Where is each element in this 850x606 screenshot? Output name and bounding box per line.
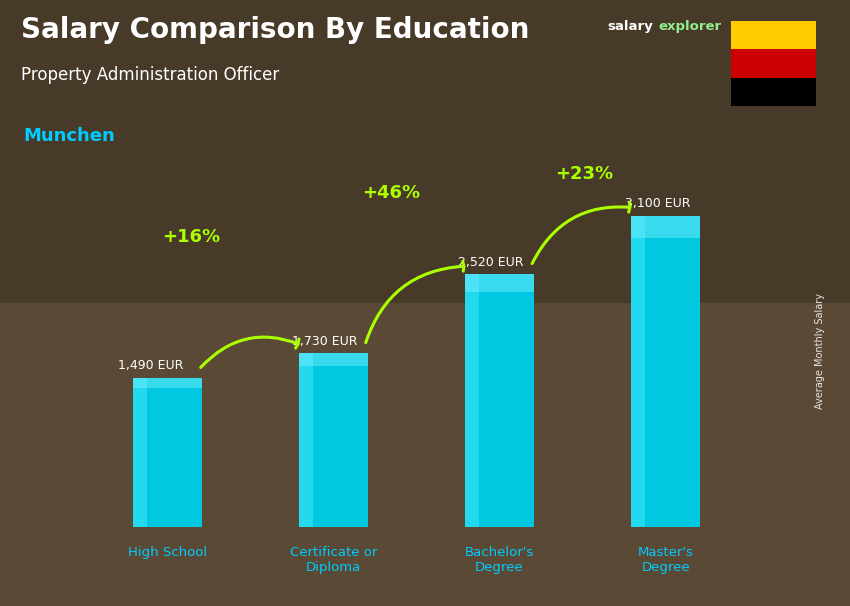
Text: .com: .com (729, 20, 765, 33)
Bar (133, 378, 202, 388)
Bar (0, 0, 850, 303)
Bar (133, 378, 202, 527)
Text: Average Monthly Salary: Average Monthly Salary (815, 293, 825, 410)
Bar (731, 21, 816, 50)
Text: salary: salary (608, 20, 654, 33)
Text: +46%: +46% (362, 184, 421, 202)
Bar (465, 274, 535, 291)
Text: explorer: explorer (659, 20, 722, 33)
Text: 3,100 EUR: 3,100 EUR (625, 197, 690, 210)
Text: Certificate or
Diploma: Certificate or Diploma (290, 547, 377, 574)
Text: +23%: +23% (555, 165, 614, 183)
Bar (298, 353, 368, 365)
Bar (298, 353, 368, 527)
Text: 1,490 EUR: 1,490 EUR (118, 359, 184, 372)
Bar (631, 216, 700, 238)
Text: +16%: +16% (162, 228, 221, 246)
Text: 2,520 EUR: 2,520 EUR (458, 256, 524, 268)
Text: Bachelor's
Degree: Bachelor's Degree (465, 547, 534, 574)
Bar (133, 378, 146, 527)
Text: Munchen: Munchen (24, 127, 116, 145)
Text: Property Administration Officer: Property Administration Officer (21, 66, 280, 84)
Bar (731, 78, 816, 106)
Bar (298, 353, 313, 527)
Bar (631, 216, 644, 527)
Bar (631, 216, 700, 527)
Text: Master's
Degree: Master's Degree (638, 547, 694, 574)
Bar (731, 50, 816, 78)
Text: 1,730 EUR: 1,730 EUR (292, 335, 358, 348)
Bar (465, 274, 535, 527)
Bar (465, 274, 479, 527)
Text: High School: High School (128, 547, 207, 559)
Text: Salary Comparison By Education: Salary Comparison By Education (21, 16, 530, 44)
